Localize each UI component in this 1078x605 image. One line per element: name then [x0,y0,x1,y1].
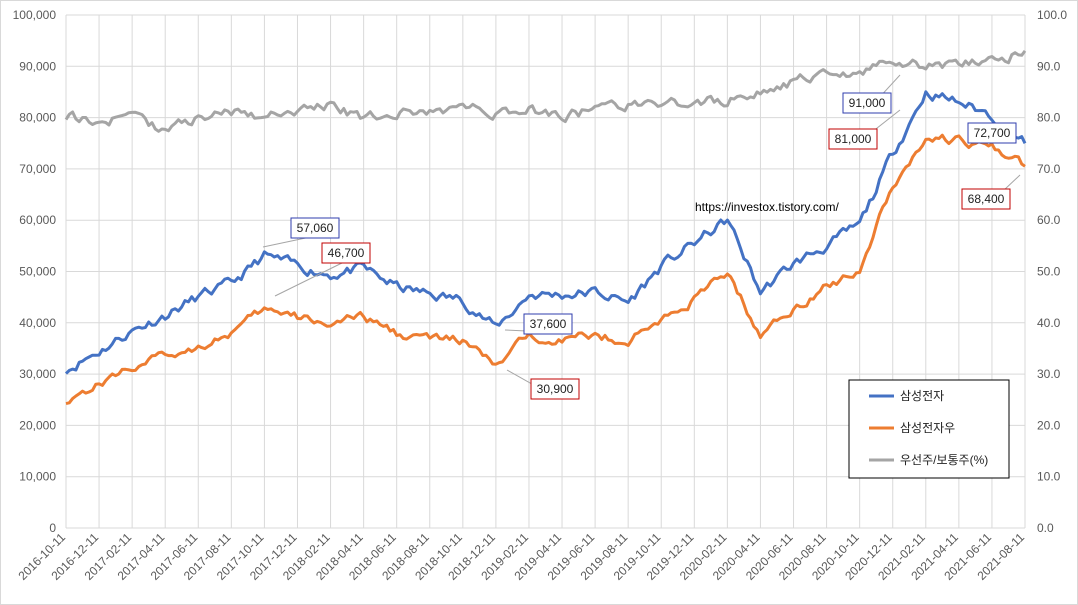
annotation-callout: 91,000 [842,74,901,114]
series-line-1 [64,90,1027,375]
annotation-callout: 37,600 [504,313,573,335]
y-tick-label: 60,000 [19,213,56,227]
y2-tick-label: 100.0 [1037,8,1067,22]
y-tick-label: 30,000 [19,367,56,381]
y2-tick-label: 20.0 [1037,418,1061,432]
annotation-box [828,128,878,150]
y2-tick-label: 60.0 [1037,213,1061,227]
y-tick-label: 20,000 [19,418,56,432]
y2-tick-label: 10.0 [1037,470,1061,484]
y2-tick-label: 70.0 [1037,162,1061,176]
y-tick-label: 80,000 [19,111,56,125]
annotation-label: 37,600 [530,317,567,331]
annotation-callout: 46,700 [274,242,371,297]
y-tick-label: 40,000 [19,316,56,330]
y2-tick-label: 90.0 [1037,59,1061,73]
annotation-box [290,217,340,239]
legend-label: 우선주/보통주(%) [900,453,988,467]
series-lines [64,50,1027,406]
series-line-2 [65,133,1026,406]
y2-tick-label: 80.0 [1037,111,1061,125]
annotation-callout: 68,400 [961,174,1021,210]
annotations: 57,060 46,700 37,600 30,900 91,000 81,000 72,7… [262,74,1021,400]
y-tick-label: 90,000 [19,59,56,73]
annotation-box [530,378,580,400]
y2-tick-label: 30.0 [1037,367,1061,381]
y-tick-label: 0 [49,521,56,535]
annotation-callout: 57,060 [262,217,340,248]
y2-tick-label: 40.0 [1037,316,1061,330]
annotation-label: 81,000 [835,132,872,146]
annotation-label: 57,060 [297,221,334,235]
y2-tick-label: 0.0 [1037,521,1054,535]
y2-tick-label: 50.0 [1037,265,1061,279]
y-tick-label: 10,000 [19,470,56,484]
annotation-leader [274,260,347,297]
legend-label: 삼성전자우 [900,421,955,435]
annotation-box [961,188,1011,210]
legend-label: 삼성전자 [900,389,944,403]
annotation-callout: 30,900 [506,369,580,400]
y-tick-label: 70,000 [19,162,56,176]
y-tick-label: 50,000 [19,265,56,279]
watermark-url: https://investox.tistory.com/ [695,200,839,214]
left-axis-ticks: 0 10,000 20,000 30,000 40,000 50,000 60,000 70,… [13,8,57,535]
annotation-label: 91,000 [849,96,886,110]
annotation-callout: 72,700 [967,122,1017,144]
annotation-box [967,122,1017,144]
annotation-label: 68,400 [968,192,1005,206]
annotation-label: 72,700 [974,126,1011,140]
right-axis-ticks: 0.0 10.0 20.0 30.0 40.0 50.0 60.0 70.0 80.0 90.0 1… [1037,8,1067,535]
annotation-box [321,242,371,264]
annotation-box [842,92,892,114]
series-line-3 [64,50,1027,133]
y-tick-label: 100,000 [13,8,57,22]
annotation-label: 30,900 [537,382,574,396]
annotation-callout: 81,000 [828,109,901,150]
annotation-label: 46,700 [328,246,365,260]
annotation-box [523,313,573,335]
